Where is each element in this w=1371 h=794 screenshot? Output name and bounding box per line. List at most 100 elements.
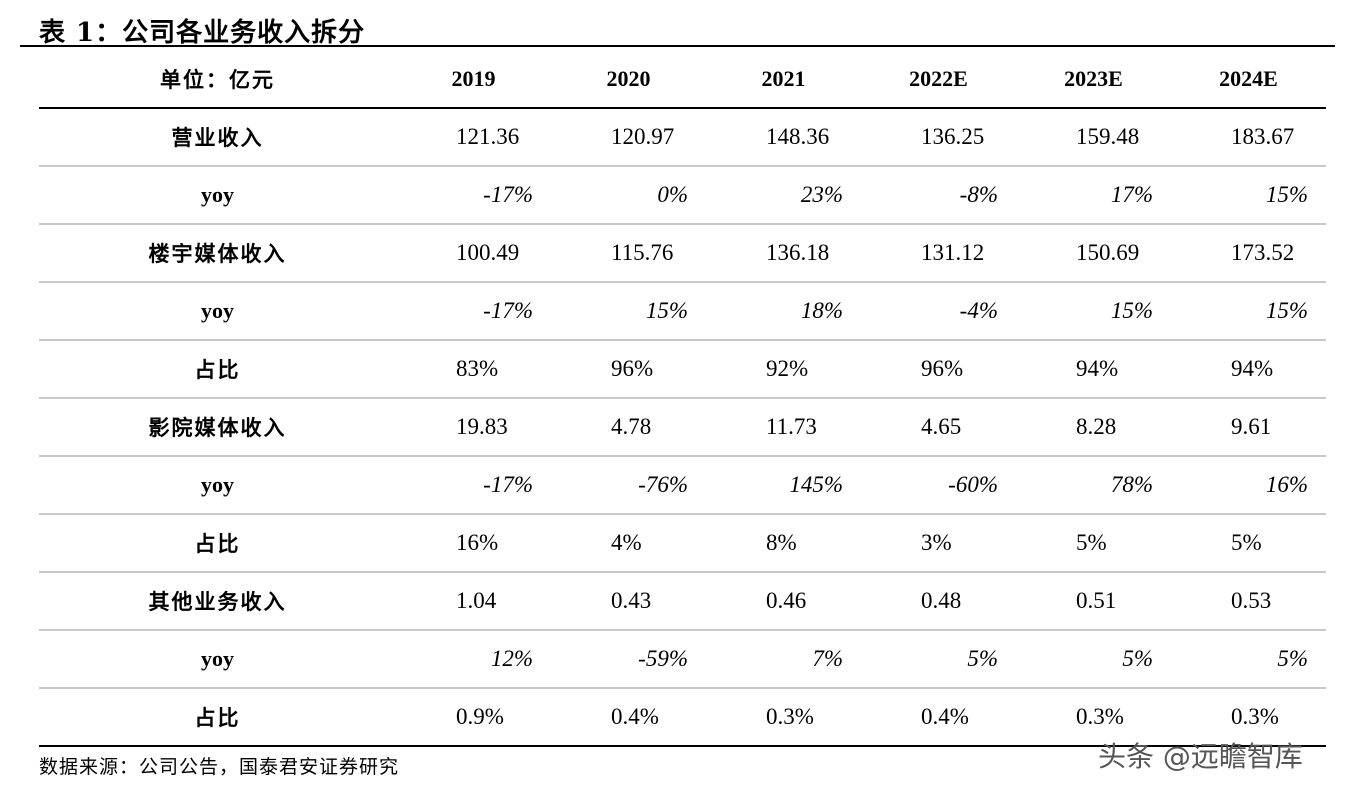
table-cell: 16%	[456, 530, 499, 555]
row-label: 占比	[194, 531, 241, 556]
table-cell: 0.43	[611, 588, 652, 613]
table-row: 占比 83% 96% 92% 96% 94% 94%	[39, 340, 1326, 398]
table-cell: 83%	[456, 356, 499, 381]
table-cell: 15%	[1265, 298, 1308, 323]
table-cell: 136.18	[766, 240, 830, 265]
table-cell: 0.9%	[456, 704, 504, 729]
table-cell: 15%	[1110, 298, 1153, 323]
table-cell: 96%	[921, 356, 964, 381]
year-header: 2020	[551, 50, 706, 109]
table-cell: 0.3%	[1231, 704, 1279, 729]
table-cell: -17%	[483, 182, 533, 207]
table-cell: 145%	[789, 472, 843, 497]
table-cell: 4.78	[611, 414, 652, 439]
table-cell: 0.46	[766, 588, 807, 613]
table-cell: 0.51	[1076, 588, 1117, 613]
table-cell: 150.69	[1076, 240, 1140, 265]
table-row: yoy -17% -76% 145% -60% 78% 16%	[39, 456, 1326, 514]
row-label: 影院媒体收入	[148, 415, 287, 440]
table-cell: -60%	[948, 472, 998, 497]
watermark: 头条 @远瞻智库	[1098, 740, 1303, 773]
table-cell: 173.52	[1231, 240, 1295, 265]
table-cell: 0.53	[1231, 588, 1272, 613]
table-cell: -17%	[483, 298, 533, 323]
row-label: yoy	[201, 472, 234, 497]
table-cell: 5%	[1076, 530, 1107, 555]
row-label: 楼宇媒体收入	[148, 241, 287, 266]
row-label: yoy	[201, 298, 234, 323]
row-label: yoy	[201, 646, 234, 671]
table-cell: 7%	[812, 646, 843, 671]
table-title: 表 1：公司各业务收入拆分	[39, 18, 366, 48]
table-cell: 17%	[1110, 182, 1153, 207]
row-label: 占比	[194, 357, 241, 382]
table-row: 影院媒体收入 19.83 4.78 11.73 4.65 8.28 9.61	[39, 398, 1326, 456]
table-cell: 136.25	[921, 124, 985, 149]
table-cell: 5%	[967, 646, 998, 671]
table-cell: 0.48	[921, 588, 962, 613]
table-cell: 8.28	[1076, 414, 1117, 439]
row-label: yoy	[201, 182, 234, 207]
table-cell: 148.36	[766, 124, 830, 149]
table-cell: 94%	[1076, 356, 1119, 381]
table-cell: 9.61	[1231, 414, 1272, 439]
unit-header: 单位：亿元	[39, 50, 396, 109]
table-cell: 115.76	[611, 240, 674, 265]
year-header: 2019	[396, 50, 551, 109]
table-cell: 121.36	[456, 124, 520, 149]
table-cell: 100.49	[456, 240, 520, 265]
table-cell: -59%	[638, 646, 688, 671]
revenue-table: 单位：亿元 2019 2020 2021 2022E 2023E 2024E 营…	[39, 50, 1326, 747]
table-cell: 5%	[1122, 646, 1153, 671]
table-cell: 3%	[921, 530, 952, 555]
table-cell: 0.3%	[1076, 704, 1124, 729]
table-cell: 8%	[766, 530, 797, 555]
table-cell: 15%	[645, 298, 688, 323]
table-cell: 183.67	[1231, 124, 1295, 149]
year-header: 2021	[706, 50, 861, 109]
table-cell: -4%	[959, 298, 998, 323]
table-cell: 96%	[611, 356, 654, 381]
table-cell: 131.12	[921, 240, 985, 265]
table-cell: -76%	[638, 472, 688, 497]
table-cell: 4%	[611, 530, 642, 555]
table-cell: 78%	[1110, 472, 1153, 497]
table-cell: 15%	[1265, 182, 1308, 207]
table-cell: -8%	[959, 182, 998, 207]
header-row: 单位：亿元 2019 2020 2021 2022E 2023E 2024E	[39, 50, 1326, 109]
table-cell: 4.65	[921, 414, 962, 439]
table-cell: 1.04	[456, 588, 497, 613]
table-cell: 11.73	[766, 414, 817, 439]
table-cell: 16%	[1265, 472, 1308, 497]
table-row: yoy -17% 0% 23% -8% 17% 15%	[39, 166, 1326, 224]
table-row: 占比 16% 4% 8% 3% 5% 5%	[39, 514, 1326, 572]
table-cell: 0.3%	[766, 704, 814, 729]
table-cell: 0.4%	[611, 704, 659, 729]
year-header: 2022E	[861, 50, 1016, 109]
table-cell: 0%	[657, 182, 688, 207]
table-cell: 18%	[800, 298, 843, 323]
row-label: 占比	[194, 705, 241, 730]
table-cell: 92%	[766, 356, 809, 381]
row-label: 营业收入	[171, 125, 264, 150]
table-cell: 94%	[1231, 356, 1274, 381]
table-cell: 0.4%	[921, 704, 969, 729]
table-cell: 12%	[490, 646, 533, 671]
table-cell: 5%	[1277, 646, 1308, 671]
table-cell: 5%	[1231, 530, 1262, 555]
table-cell: 120.97	[611, 124, 675, 149]
table-cell: 19.83	[456, 414, 508, 439]
table-row: 楼宇媒体收入 100.49 115.76 136.18 131.12 150.69 173.…	[39, 224, 1326, 282]
table-row: yoy -17% 15% 18% -4% 15% 15%	[39, 282, 1326, 340]
year-header: 2024E	[1171, 50, 1326, 109]
year-header: 2023E	[1016, 50, 1171, 109]
source-note: 数据来源：公司公告，国泰君安证券研究	[39, 756, 400, 778]
table-row: 营业收入 121.36 120.97 148.36 136.25 159.48 183.67	[39, 108, 1326, 166]
table-row: 占比 0.9% 0.4% 0.3% 0.4% 0.3% 0.3%	[39, 688, 1326, 746]
table-cell: -17%	[483, 472, 533, 497]
table-cell: 159.48	[1076, 124, 1140, 149]
table-row: 其他业务收入 1.04 0.43 0.46 0.48 0.51 0.53	[39, 572, 1326, 630]
row-label: 其他业务收入	[148, 589, 287, 614]
table-row: yoy 12% -59% 7% 5% 5% 5%	[39, 630, 1326, 688]
table-cell: 23%	[800, 182, 843, 207]
